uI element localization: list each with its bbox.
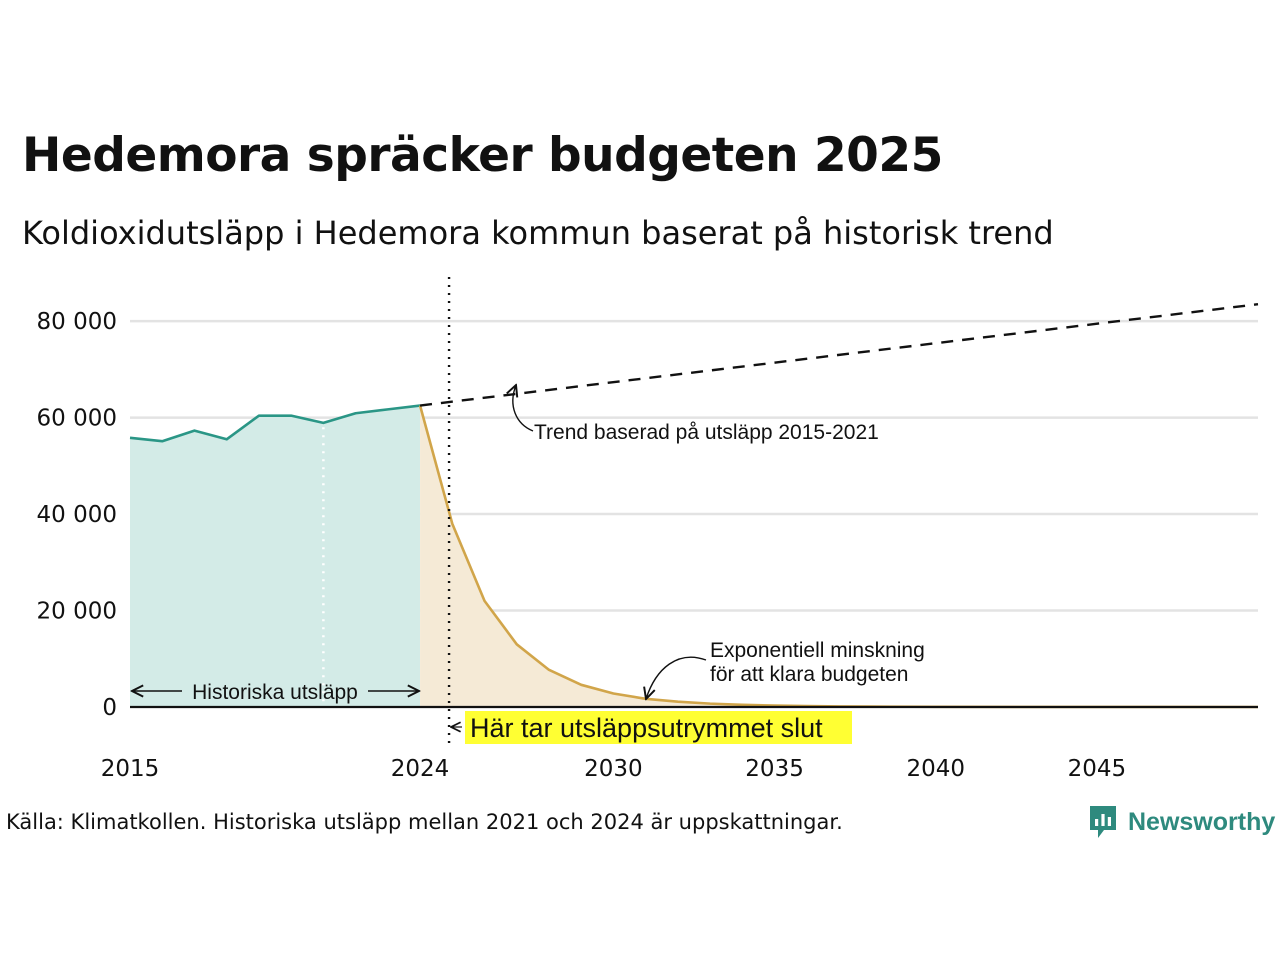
- chart-subtitle: Koldioxidutsläpp i Hedemora kommun baser…: [22, 214, 1054, 252]
- x-tick-label: 2045: [1068, 756, 1127, 782]
- trend-annotation-arrow: [513, 385, 534, 432]
- newsworthy-logo[interactable]: Newsworthy: [1088, 804, 1275, 840]
- x-tick-label: 2024: [391, 756, 450, 782]
- exponential-annotation-arrow: [646, 656, 707, 699]
- trend-line: [419, 303, 1259, 407]
- trend-annotation: Trend baserad på utsläpp 2015-2021: [534, 421, 879, 444]
- exponential-annotation-line2: för att klara budgeten: [710, 663, 908, 686]
- y-tick-label: 40 000: [37, 502, 117, 528]
- newsworthy-logo-icon: [1090, 806, 1116, 838]
- x-tick-label: 2035: [745, 756, 804, 782]
- historical-area: [130, 405, 421, 707]
- historical-annotation: Historiska utsläpp: [192, 681, 358, 704]
- x-tick-label: 2015: [101, 756, 160, 782]
- x-tick-label: 2030: [584, 756, 643, 782]
- y-tick-label: 80 000: [37, 309, 117, 335]
- chart-title: Hedemora spräcker budgeten 2025: [22, 128, 943, 183]
- y-tick-label: 60 000: [37, 406, 117, 432]
- y-tick-label: 0: [102, 695, 117, 721]
- budget-end-highlight: [465, 711, 852, 744]
- exponential-annotation-line1: Exponentiell minskning: [710, 639, 925, 662]
- y-tick-label: 20 000: [37, 599, 117, 625]
- budget-end-annotation: Här tar utsläppsutrymmet slut: [470, 713, 823, 743]
- x-tick-label: 2040: [906, 756, 965, 782]
- source-note: Källa: Klimatkollen. Historiska utsläpp …: [6, 810, 843, 834]
- newsworthy-logo-text: Newsworthy: [1128, 807, 1276, 836]
- budget-area: [420, 405, 1258, 707]
- historical-line: [129, 404, 421, 443]
